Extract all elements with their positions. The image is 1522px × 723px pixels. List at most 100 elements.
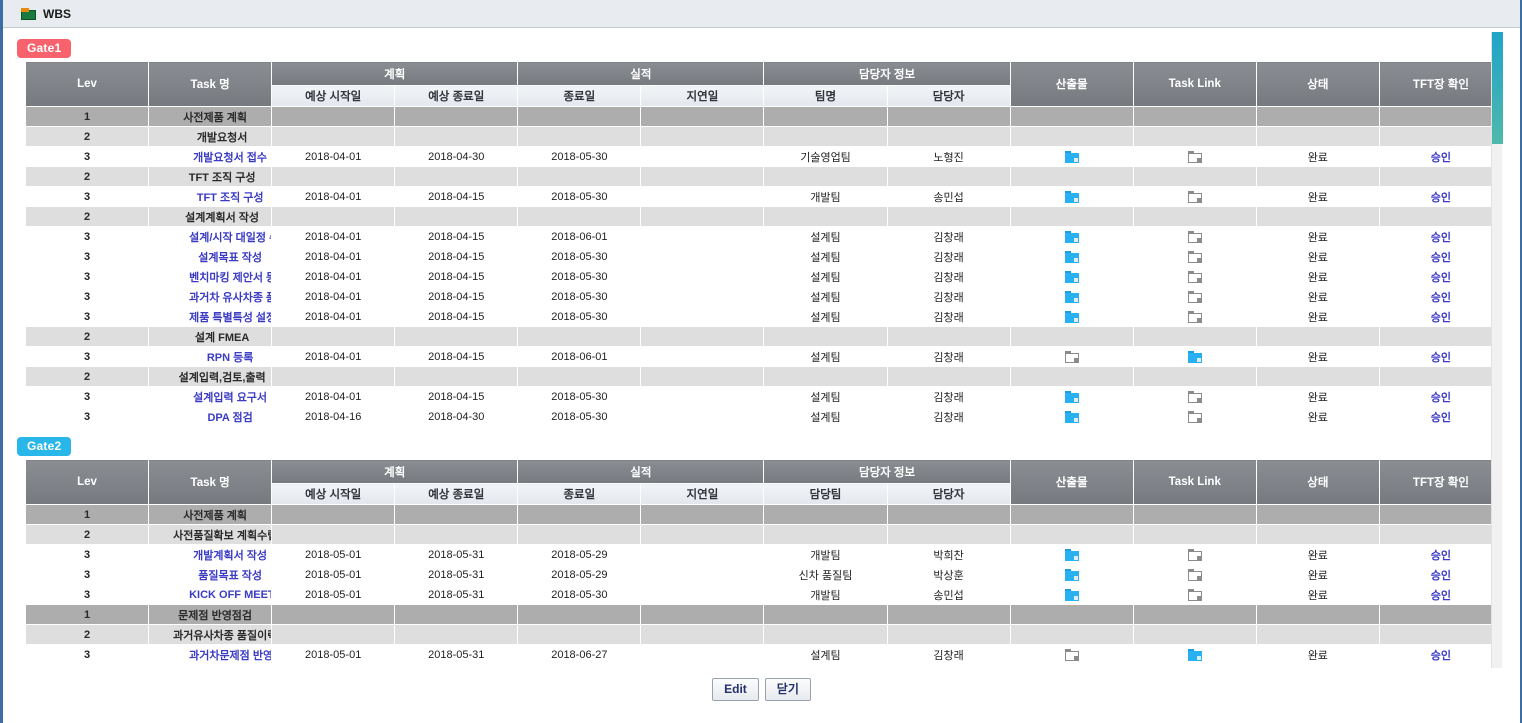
table-row[interactable]: 3 DPA 점검 2018-04-16 2018-04-30 2018-05-30 설계팀…	[24, 406, 1504, 427]
table-row[interactable]: 3 제품 특별특성 설정 2018-04-01 2018-04-15 2018-05-3…	[24, 306, 1504, 327]
folder-filled-icon[interactable]	[1064, 310, 1079, 323]
table-row[interactable]: 1 사전제품 계획	[24, 504, 1504, 525]
folder-empty-icon[interactable]	[1187, 190, 1202, 203]
table-row[interactable]: 3 개발요청서 접수 2018-04-01 2018-04-30 2018-05-30 기…	[24, 146, 1504, 167]
table-row[interactable]: 3 KICK OFF MEET'G2018-05-012018-05-312018…	[24, 584, 1504, 605]
table-row[interactable]: 2 TFT 조직 구성	[24, 166, 1504, 187]
output-cell[interactable]	[1009, 644, 1134, 665]
edit-button[interactable]: Edit	[712, 678, 759, 701]
table-row[interactable]: 3 과거차문제점 반영DB 등록2018-05-012018-05-312018-…	[24, 644, 1504, 665]
task-link-label[interactable]: DPA 점검	[207, 411, 253, 424]
table-row[interactable]: 3 개발계획서 작성 2018-05-01 2018-05-31 2018-05-29 개…	[24, 544, 1504, 565]
task-link-label[interactable]: 개발계획서 작성	[193, 549, 268, 562]
task-link-cell[interactable]	[1132, 346, 1257, 367]
gate-badge[interactable]: Gate2	[17, 437, 72, 456]
folder-empty-icon[interactable]	[1187, 290, 1202, 303]
task-link-label[interactable]: RPN 등록	[206, 351, 254, 364]
task-link-label[interactable]: 설계입력 요구서	[193, 391, 268, 404]
task-link-label[interactable]: 과거차문제점 반영DB 등록	[189, 649, 272, 662]
table-row[interactable]: 1 문제점 반영점검	[24, 604, 1504, 625]
folder-filled-icon[interactable]	[1064, 588, 1079, 601]
task-link-label[interactable]: 품질목표 작성	[198, 569, 262, 582]
task-link-cell[interactable]	[1132, 246, 1257, 267]
close-button[interactable]: 닫기	[764, 678, 811, 701]
task-link-cell[interactable]	[1132, 226, 1257, 247]
table-row[interactable]: 3 과거차 유사차종 품질이력 등록2018-04-012018-04-15201…	[24, 286, 1504, 307]
table-row[interactable]: 2 개발요청서	[24, 126, 1504, 147]
task-link-cell[interactable]	[1132, 564, 1257, 585]
table-row[interactable]: 3 TFT 조직 구성 2018-04-01 2018-04-15 2018-05-30…	[24, 186, 1504, 207]
folder-filled-icon[interactable]	[1064, 150, 1079, 163]
table-row[interactable]: 2 설계계획서 작성	[24, 206, 1504, 227]
folder-empty-icon[interactable]	[1064, 648, 1079, 661]
folder-filled-icon[interactable]	[1064, 190, 1079, 203]
folder-empty-icon[interactable]	[1187, 390, 1202, 403]
task-link-cell[interactable]	[1132, 306, 1257, 327]
folder-empty-icon[interactable]	[1187, 588, 1202, 601]
table-row[interactable]: 2 설계입력,검토,출력	[24, 366, 1504, 387]
folder-filled-icon[interactable]	[1187, 350, 1202, 363]
table-row[interactable]: 3 RPN 등록 2018-04-01 2018-04-15 2018-06-01 설계팀…	[24, 346, 1504, 367]
task-link-label[interactable]: KICK OFF MEET'G	[189, 588, 271, 601]
approve-link[interactable]: 승인	[1430, 191, 1452, 204]
folder-empty-icon[interactable]	[1187, 150, 1202, 163]
vertical-scrollbar-track[interactable]	[1491, 32, 1503, 721]
task-link-cell[interactable]	[1132, 584, 1257, 605]
folder-filled-icon[interactable]	[1064, 250, 1079, 263]
task-link-cell[interactable]	[1132, 286, 1257, 307]
task-link-cell[interactable]	[1132, 186, 1257, 207]
folder-filled-icon[interactable]	[1064, 290, 1079, 303]
folder-filled-icon[interactable]	[1064, 270, 1079, 283]
output-cell[interactable]	[1009, 584, 1134, 605]
table-row[interactable]: 3 설계/시작 대일정 수립2018-04-012018-04-152018-06…	[24, 226, 1504, 247]
approve-link[interactable]: 승인	[1430, 649, 1452, 662]
approve-link[interactable]: 승인	[1430, 549, 1452, 562]
folder-empty-icon[interactable]	[1187, 230, 1202, 243]
task-link-label[interactable]: 개발요청서 접수	[193, 151, 268, 164]
folder-filled-icon[interactable]	[1064, 390, 1079, 403]
output-cell[interactable]	[1009, 346, 1134, 367]
folder-empty-icon[interactable]	[1187, 310, 1202, 323]
approve-link[interactable]: 승인	[1430, 351, 1452, 364]
folder-filled-icon[interactable]	[1064, 548, 1079, 561]
task-link-cell[interactable]	[1132, 386, 1257, 407]
folder-empty-icon[interactable]	[1187, 548, 1202, 561]
folder-filled-icon[interactable]	[1187, 648, 1202, 661]
table-row[interactable]: 3 설계입력 요구서 2018-04-01 2018-04-15 2018-05-30 설…	[24, 386, 1504, 407]
output-cell[interactable]	[1009, 306, 1134, 327]
approve-link[interactable]: 승인	[1430, 151, 1452, 164]
output-cell[interactable]	[1009, 186, 1134, 207]
table-row[interactable]: 2 사전품질확보 계획수립	[24, 524, 1504, 545]
table-row[interactable]: 3 품질목표 작성 2018-05-01 2018-05-31 2018-05-29 신차…	[24, 564, 1504, 585]
table-row[interactable]: 2 설계 FMEA	[24, 326, 1504, 347]
approve-link[interactable]: 승인	[1430, 251, 1452, 264]
task-link-label[interactable]: TFT 조직 구성	[196, 191, 264, 204]
approve-link[interactable]: 승인	[1430, 569, 1452, 582]
output-cell[interactable]	[1009, 286, 1134, 307]
approve-link[interactable]: 승인	[1430, 271, 1452, 284]
output-cell[interactable]	[1009, 246, 1134, 267]
task-link-cell[interactable]	[1132, 146, 1257, 167]
task-link-label[interactable]: 설계목표 작성	[198, 251, 262, 264]
output-cell[interactable]	[1009, 146, 1134, 167]
approve-link[interactable]: 승인	[1430, 589, 1452, 602]
output-cell[interactable]	[1009, 266, 1134, 287]
task-link-cell[interactable]	[1132, 544, 1257, 565]
table-row[interactable]: 2 과거유사차종 품질이력 도면반영	[24, 624, 1504, 645]
task-link-label[interactable]: 설계/시작 대일정 수립	[189, 231, 271, 244]
folder-filled-icon[interactable]	[1064, 410, 1079, 423]
task-link-cell[interactable]	[1132, 266, 1257, 287]
folder-empty-icon[interactable]	[1187, 568, 1202, 581]
table-row[interactable]: 1 사전제품 계획	[24, 106, 1504, 127]
folder-filled-icon[interactable]	[1064, 230, 1079, 243]
table-row[interactable]: 3 벤치마킹 제안서 등록2018-04-012018-04-152018-05-…	[24, 266, 1504, 287]
output-cell[interactable]	[1009, 544, 1134, 565]
output-cell[interactable]	[1009, 386, 1134, 407]
gate-badge[interactable]: Gate1	[17, 39, 72, 58]
folder-empty-icon[interactable]	[1187, 410, 1202, 423]
task-link-cell[interactable]	[1132, 644, 1257, 665]
folder-filled-icon[interactable]	[1064, 568, 1079, 581]
output-cell[interactable]	[1009, 406, 1134, 427]
task-link-label[interactable]: 제품 특별특성 설정	[189, 311, 272, 324]
folder-empty-icon[interactable]	[1187, 270, 1202, 283]
